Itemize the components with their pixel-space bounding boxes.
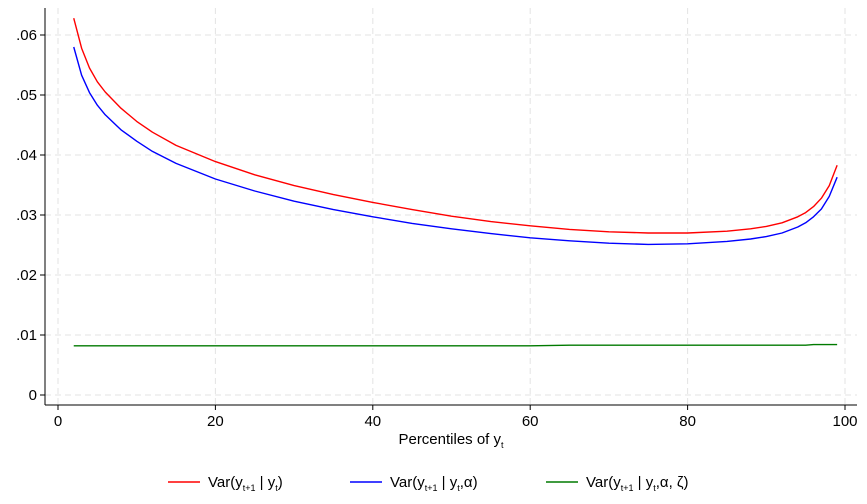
x-tick-label: 60 [522,413,539,430]
y-tick-label: .02 [16,267,37,284]
x-tick-label: 100 [832,413,857,430]
axes [44,8,857,406]
legend-item-3: Var(yt+1 | yt,α, ζ) [546,474,689,493]
y-tick-label: .03 [16,207,37,224]
legend-label: Var(yt+1 | yt,α, ζ) [586,474,689,493]
series-line-3 [73,343,838,347]
x-tick-label: 0 [54,413,62,430]
y-tick-label: .06 [16,27,37,44]
legend-item-1: Var(yt+1 | yt) [168,474,283,493]
y-tick-label: .01 [16,327,37,344]
series-lines [73,18,838,347]
legend-item-2: Var(yt+1 | yt,α) [350,474,478,493]
legend: Var(yt+1 | yt) Var(yt+1 | yt,α) Var(yt+1 |… [168,474,689,493]
y-tick-label: 0 [29,387,37,404]
y-tick-label: .04 [16,147,37,164]
x-ticks: 0 20 40 60 80 100 [54,405,858,430]
legend-label: Var(yt+1 | yt) [208,474,283,493]
x-tick-label: 20 [207,413,224,430]
y-ticks: 0 .01 .02 .03 .04 .05 .06 [16,27,45,404]
series-line-2 [73,46,838,246]
x-tick-label: 80 [679,413,696,430]
x-axis-title: Percentiles of yt [398,431,504,450]
x-tick-label: 40 [364,413,381,430]
y-tick-label: .05 [16,87,37,104]
legend-label: Var(yt+1 | yt,α) [390,474,478,493]
series-line-1 [73,18,838,234]
grid [45,8,857,405]
